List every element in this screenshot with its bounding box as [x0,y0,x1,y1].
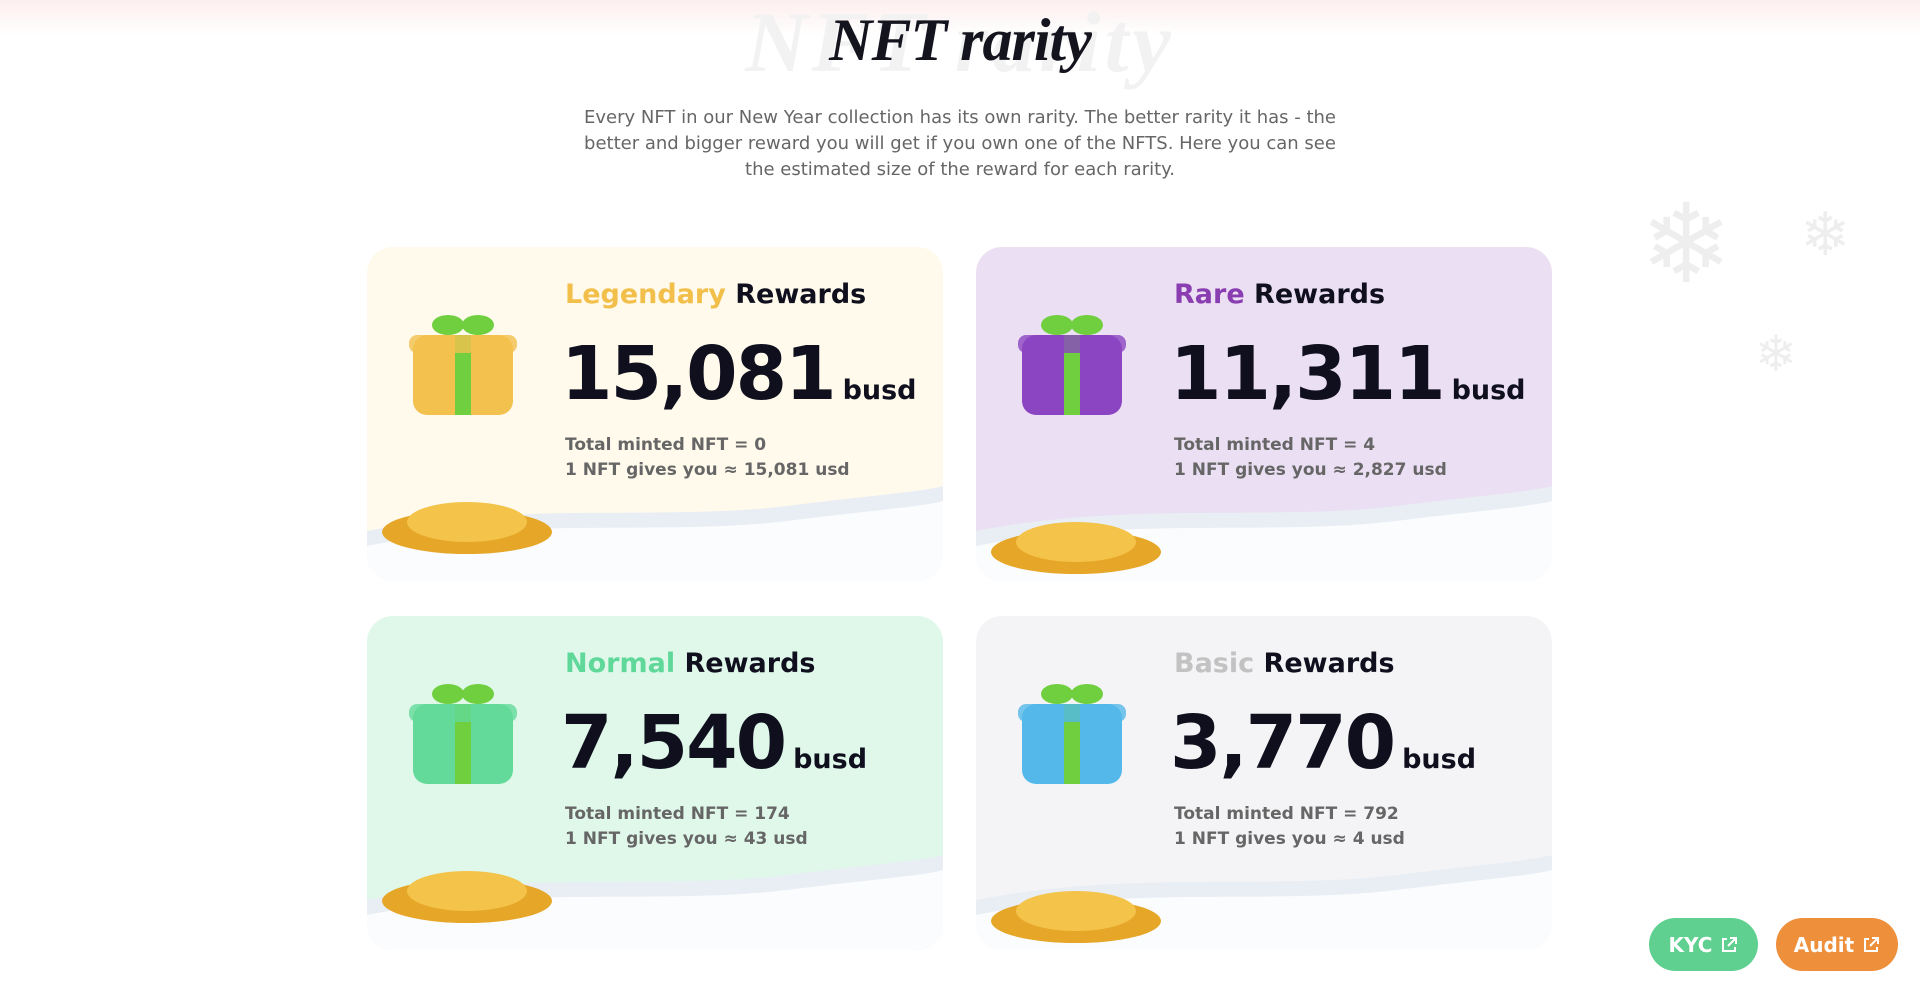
per-nft-reward: 1 NFT gives you ≈ 4 usd [1174,829,1405,849]
tier-name: Legendary [565,279,726,310]
amount-value: 15,081 [561,331,837,417]
external-icon [1864,936,1880,952]
per-nft-reward: 1 NFT gives you ≈ 43 usd [565,829,808,849]
tier-name: Basic [1174,648,1255,679]
amount-unit: busd [1402,744,1477,775]
reward-title: Basic Rewards [1174,648,1395,679]
reward-amount: 3,770 busd [1170,700,1476,786]
reward-amount: 15,081 busd [561,331,917,417]
title-shadow: NFT rarity [745,0,1175,90]
coins [991,891,1161,943]
reward-card: Basic Rewards 3,770 busd Total minted NFT =… [976,616,1552,950]
gift-icon [1018,315,1126,415]
rewards-word: Rewards [1254,279,1386,310]
minted-count: Total minted NFT = 4 [1174,435,1376,455]
reward-card: Legendary Rewards 15,081 busd Total minted … [367,247,943,581]
amount-unit: busd [793,744,868,775]
reward-amount: 11,311 busd [1170,331,1526,417]
reward-amount: 7,540 busd [561,700,867,786]
section-description: Every NFT in our New Year collection has… [584,107,1336,180]
amount-value: 7,540 [561,700,787,786]
tier-name: Rare [1174,279,1245,310]
gift-icon [1018,684,1126,784]
reward-info: Total minted NFT = 792 1 NFT gives you ≈ … [1174,802,1405,852]
minted-count: Total minted NFT = 174 [565,804,790,824]
snowflake: ❄ [1800,200,1851,270]
minted-count: Total minted NFT = 0 [565,435,767,455]
snow-wave [367,486,943,581]
tier-name: Normal [565,648,676,679]
rewards-word: Rewards [1263,648,1395,679]
amount-unit: busd [1451,375,1526,406]
kyc-label: KYC [1668,932,1713,957]
reward-info: Total minted NFT = 0 1 NFT gives you ≈ 15… [565,433,850,483]
kyc-button[interactable]: KYC [1649,918,1758,971]
amount-value: 11,311 [1170,331,1446,417]
reward-info: Total minted NFT = 4 1 NFT gives you ≈ 2,… [1174,433,1447,483]
snow-wave [367,855,943,950]
reward-info: Total minted NFT = 174 1 NFT gives you ≈ … [565,802,808,852]
gift-icon [409,684,517,784]
section-title: NFT rarity [829,7,1092,73]
gift-icon [409,315,517,415]
minted-count: Total minted NFT = 792 [1174,804,1399,824]
per-nft-reward: 1 NFT gives you ≈ 15,081 usd [565,460,850,480]
audit-button[interactable]: Audit [1776,918,1898,971]
audit-label: Audit [1793,932,1855,957]
reward-title: Normal Rewards [565,648,815,679]
reward-card: Normal Rewards 7,540 busd Total minted NFT … [367,616,943,950]
external-icon [1722,936,1738,952]
reward-title: Legendary Rewards [565,279,866,310]
snowflake: ❄ [1640,180,1733,308]
snowflake: ❄ [1755,325,1797,383]
coins [382,502,552,554]
rewards-word: Rewards [684,648,816,679]
top-glow [0,0,1920,36]
reward-card: Rare Rewards 11,311 busd Total minted NFT =… [976,247,1552,581]
amount-unit: busd [842,375,917,406]
reward-title: Rare Rewards [1174,279,1385,310]
coins [382,871,552,923]
rewards-word: Rewards [735,279,867,310]
coins [991,522,1161,574]
per-nft-reward: 1 NFT gives you ≈ 2,827 usd [1174,460,1447,480]
amount-value: 3,770 [1170,700,1396,786]
